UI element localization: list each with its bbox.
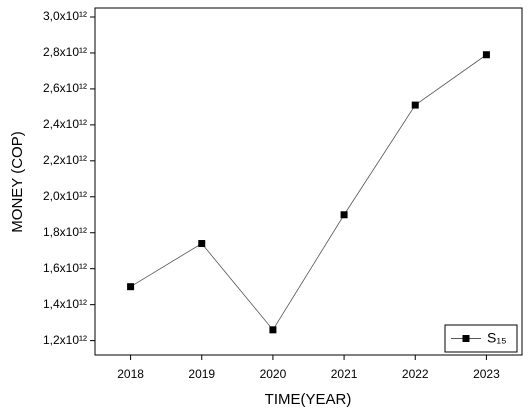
data-point — [411, 101, 419, 109]
y-tick-label: 1,8x10¹² — [43, 225, 87, 239]
x-tick-label: 2020 — [260, 367, 287, 381]
data-point — [198, 240, 206, 248]
y-tick-label: 1,2x10¹² — [43, 333, 87, 347]
y-axis-label: MONEY (COP) — [9, 131, 26, 232]
y-tick-label: 1,4x10¹² — [43, 297, 87, 311]
legend-marker — [462, 335, 470, 342]
legend-label: S₁₅ — [487, 330, 507, 346]
x-tick-label: 2021 — [331, 367, 358, 381]
y-tick-label: 2,6x10¹² — [43, 81, 87, 95]
x-tick-label: 2022 — [402, 367, 429, 381]
x-tick-label: 2018 — [117, 367, 144, 381]
series-line — [130, 54, 487, 331]
data-point — [127, 283, 135, 291]
x-tick-label: 2023 — [473, 367, 500, 381]
data-point — [269, 326, 277, 334]
x-tick-label: 2019 — [188, 367, 215, 381]
y-tick-label: 2,4x10¹² — [43, 117, 87, 131]
y-tick-label: 2,8x10¹² — [43, 45, 87, 59]
plot-frame — [94, 7, 523, 356]
y-tick-label: 2,0x10¹² — [43, 189, 87, 203]
y-tick-label: 3,0x10¹² — [43, 9, 87, 23]
y-tick-label: 2,2x10¹² — [43, 153, 87, 167]
y-tick-label: 1,6x10¹² — [43, 261, 87, 275]
x-axis-label: TIME(YEAR) — [265, 391, 352, 408]
data-point — [482, 51, 490, 59]
data-point — [340, 211, 348, 219]
